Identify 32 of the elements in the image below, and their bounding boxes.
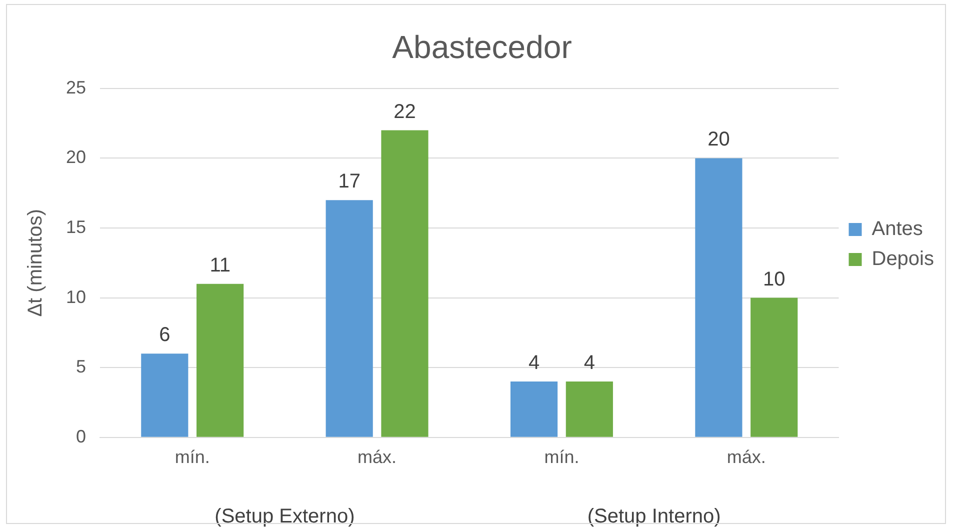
legend-label: Depois xyxy=(872,248,934,270)
y-tick-label: 25 xyxy=(66,77,86,98)
data-label: 22 xyxy=(394,100,416,123)
data-label: 4 xyxy=(528,352,540,374)
y-tick-label: 0 xyxy=(76,426,86,446)
text: (Setup Externo) xyxy=(214,506,355,528)
text: (Setup Interno) xyxy=(587,506,721,528)
bar xyxy=(196,284,244,437)
data-label: 11 xyxy=(210,254,230,276)
bar xyxy=(326,200,373,437)
data-label: 6 xyxy=(159,324,170,346)
y-tick-label: 15 xyxy=(66,216,86,237)
bar xyxy=(566,382,613,437)
bar xyxy=(381,130,428,437)
bar xyxy=(750,298,798,437)
y-tick-label: 20 xyxy=(66,147,86,168)
legend-label: Antes xyxy=(872,218,923,240)
data-label: 10 xyxy=(762,268,786,290)
x-tick-label: mín. xyxy=(174,447,210,468)
data-label: 17 xyxy=(338,170,360,193)
data-label: 4 xyxy=(584,352,595,374)
x-tick-label: máx. xyxy=(358,447,397,468)
x-tick-label: mín. xyxy=(544,447,580,468)
y-tick-label: 10 xyxy=(66,286,86,307)
y-axis-title: Δt (minutos) xyxy=(24,208,47,317)
bar xyxy=(510,382,558,437)
bar xyxy=(695,158,742,437)
x-tick-label: máx. xyxy=(726,447,766,468)
y-tick-label: 5 xyxy=(76,356,86,377)
bar xyxy=(141,354,188,437)
chart-title: Abastecedor xyxy=(392,29,572,66)
data-label: 20 xyxy=(708,128,730,151)
